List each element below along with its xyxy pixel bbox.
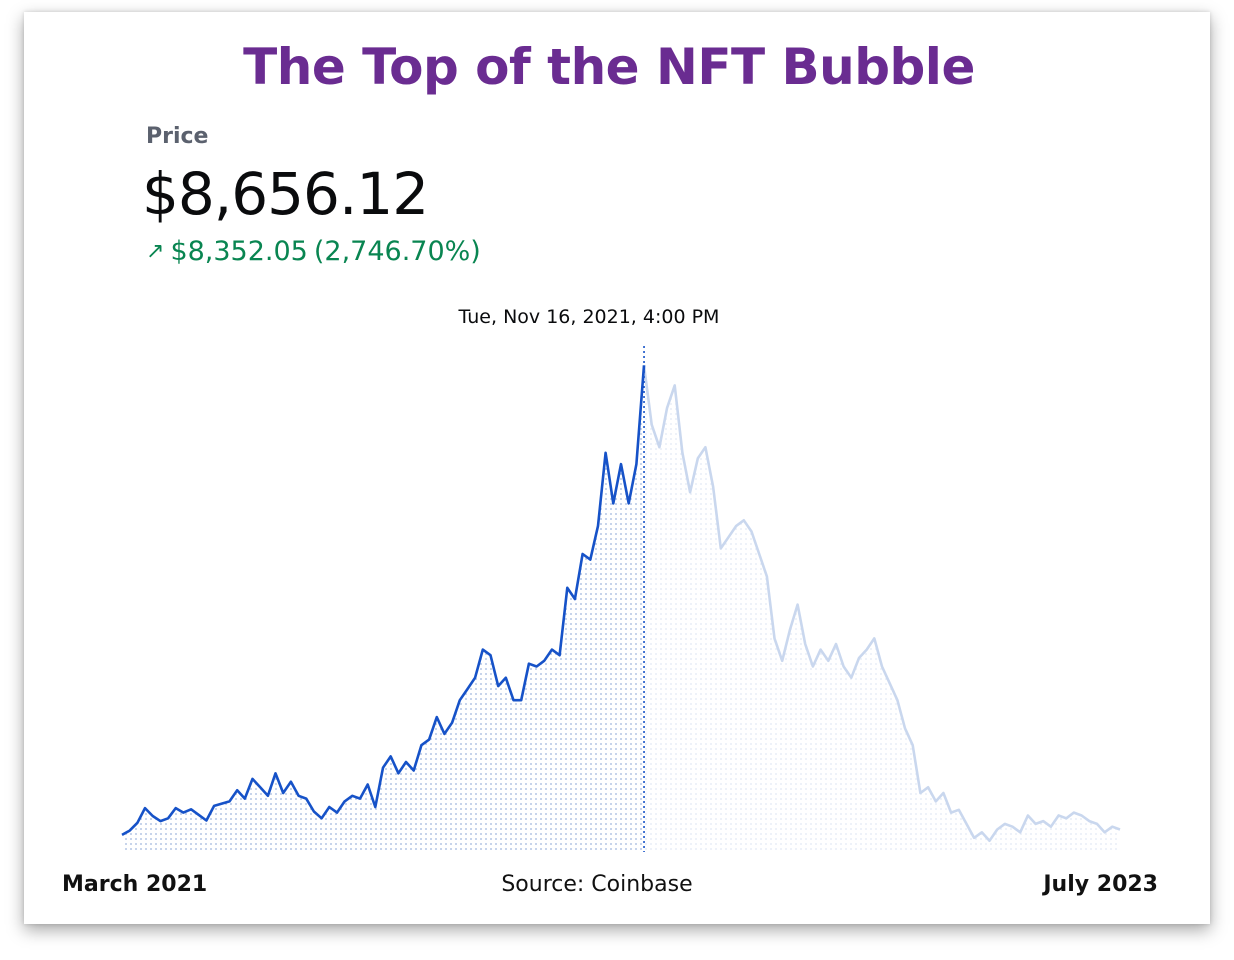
source-label: Source: Coinbase	[501, 872, 693, 897]
price-line-after-peak	[642, 365, 1121, 843]
area-before-peak	[122, 365, 644, 852]
chart-card: The Top of the NFT Bubble Price $8,656.1…	[24, 12, 1210, 924]
price-change: ↗ $8,352.05 (2,746.70%)	[146, 236, 481, 267]
price-chart[interactable]	[24, 12, 1210, 924]
price-value: $8,656.12	[142, 160, 429, 228]
price-change-amount: $8,352.05	[170, 236, 308, 267]
price-label: Price	[146, 124, 209, 149]
arrow-up-right-icon: ↗	[146, 239, 165, 264]
x-end-label: July 2023	[1043, 872, 1158, 897]
chart-title: The Top of the NFT Bubble	[243, 38, 975, 96]
price-change-percent: (2,746.70%)	[313, 236, 481, 267]
price-line-before-peak	[121, 365, 646, 837]
x-start-label: March 2021	[62, 872, 208, 897]
tooltip-date: Tue, Nov 16, 2021, 4:00 PM	[458, 306, 720, 328]
area-after-peak	[644, 365, 1120, 852]
